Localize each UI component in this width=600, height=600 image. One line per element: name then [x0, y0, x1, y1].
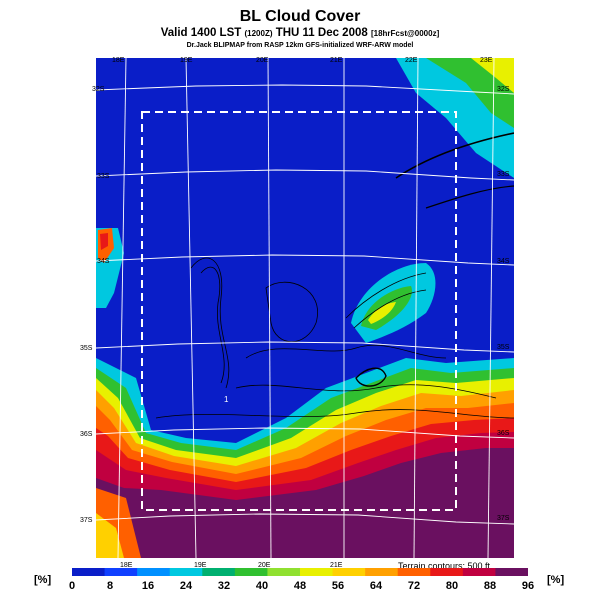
colorbar-swatch	[430, 568, 464, 576]
forecast-run: [18hrFcst@0000z]	[370, 29, 440, 38]
latRight-label: 34S	[497, 258, 510, 265]
colorbar-swatch	[495, 568, 528, 576]
colorbar-tick-label: 32	[217, 580, 231, 592]
terrain-contours	[155, 132, 514, 419]
unit-right: [%]	[547, 574, 565, 586]
utc-time: (1200Z)	[244, 29, 273, 38]
lonBottom-label: 18E	[120, 562, 133, 569]
latRight-label: 32S	[497, 86, 510, 93]
valid-time: Valid 1400 LST	[160, 27, 242, 39]
colorbar-swatch	[300, 568, 334, 576]
lonTop-label: 23E	[480, 57, 493, 64]
colorbar-tick-label: 0	[68, 580, 76, 592]
latRight-label: 37S	[497, 515, 510, 522]
colorbar-tick-label: 64	[369, 580, 383, 592]
latRight-label: 35S	[497, 344, 510, 351]
unit-left: [%]	[34, 574, 52, 586]
colorbar-tick-label: 8	[106, 580, 114, 592]
colorbar-tick-label: 48	[293, 580, 307, 592]
inner-domain-box	[141, 111, 457, 511]
colorbar-swatch	[332, 568, 366, 576]
colorbar-swatch	[267, 568, 301, 576]
latLeft-label: 36S	[80, 431, 93, 438]
colorbar-tick-label: 88	[483, 580, 497, 592]
chart-subtitle: Valid 1400 LST (1200Z) THU 11 Dec 2008 […	[0, 27, 600, 39]
colorbar-tick-label: 80	[445, 580, 459, 592]
latLeft-label: 33S	[97, 173, 110, 180]
colorbar-swatch	[234, 568, 268, 576]
colorbar-tick-label: 16	[141, 580, 155, 592]
lonTop-label: 18E	[112, 57, 125, 64]
colorbar-swatch	[169, 568, 203, 576]
lonTop-label: 19E	[180, 57, 193, 64]
station-marker: 1	[224, 395, 229, 404]
colorbar-swatch	[462, 568, 496, 576]
forecast-date: THU 11 Dec 2008	[275, 27, 368, 39]
latRight-label: 33S	[497, 171, 510, 178]
lonTop-label: 20E	[256, 57, 269, 64]
latRight-label: 36S	[497, 430, 510, 437]
lonBottom-label: 21E	[330, 562, 343, 569]
latLeft-label: 37S	[80, 517, 93, 524]
latLeft-label: 34S	[97, 258, 110, 265]
lonBottom-label: 19E	[194, 562, 207, 569]
model-credit: Dr.Jack BLIPMAP from RASP 12km GFS-initi…	[186, 42, 414, 49]
latLeft-label: 35S	[80, 345, 93, 352]
colorbar-swatch	[104, 568, 138, 576]
lonTop-label: 22E	[405, 57, 418, 64]
terrain-note: Terrain contours: 500 ft	[398, 561, 491, 571]
colorbar-swatch	[365, 568, 399, 576]
lonTop-label: 21E	[330, 57, 343, 64]
cloud-cover-map: 1	[96, 58, 514, 558]
colorbar-swatch	[397, 568, 431, 576]
colorbar-tick-label: 40	[255, 580, 269, 592]
lonBottom-label: 20E	[258, 562, 271, 569]
lat-lon-grid	[96, 58, 514, 558]
chart-title: BL Cloud Cover	[239, 8, 361, 25]
colorbar-swatch	[72, 568, 106, 576]
colorbar-tick-label: 72	[407, 580, 421, 592]
colorbar-swatch	[202, 568, 236, 576]
colorbar-tick-label: 96	[521, 580, 535, 592]
colorbar-swatch	[137, 568, 171, 576]
colorbar	[72, 568, 528, 576]
colorbar-tick-label: 24	[179, 580, 193, 592]
colorbar-tick-label: 56	[331, 580, 345, 592]
latLeft-label: 32S	[92, 86, 105, 93]
